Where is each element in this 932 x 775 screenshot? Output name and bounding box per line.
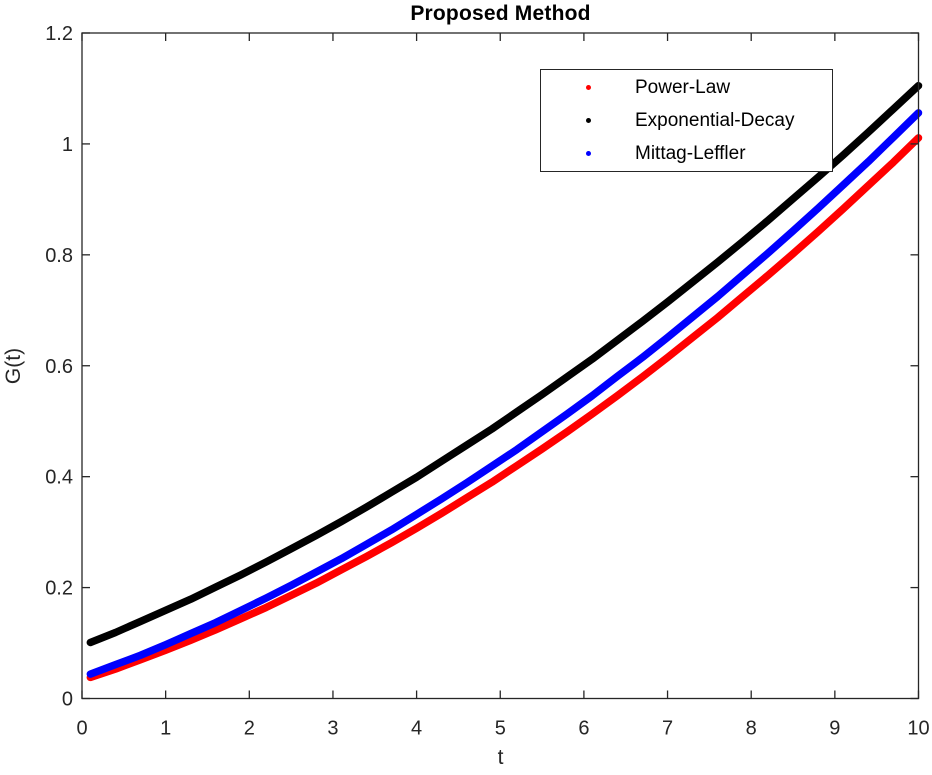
curve-power-law — [86, 134, 923, 682]
curve-mittag-leffler — [86, 109, 923, 678]
x-tick-label: 1 — [160, 718, 171, 740]
x-tick-label: 10 — [907, 718, 929, 740]
point-marker-icon — [585, 85, 591, 90]
x-tick-label: 6 — [578, 718, 589, 740]
point-marker-icon — [585, 151, 591, 156]
legend-marker — [541, 151, 635, 156]
y-tick-label: 0 — [62, 689, 73, 711]
y-tick-label: 1.2 — [45, 23, 73, 45]
y-tick-label: 0.6 — [45, 356, 73, 378]
x-tick-label: 7 — [662, 718, 673, 740]
x-tick-label: 5 — [495, 718, 506, 740]
legend-marker — [541, 85, 635, 90]
legend: Power-Law Exponential-Decay Mittag-Leffl… — [540, 69, 833, 172]
legend-label: Mittag-Leffler — [635, 143, 746, 164]
y-tick-label: 0.2 — [45, 578, 73, 600]
legend-item-power-law: Power-Law — [541, 71, 832, 104]
x-axis-label: t — [497, 746, 504, 769]
legend-label: Power-Law — [635, 77, 731, 98]
legend-item-exponential-decay: Exponential-Decay — [541, 104, 832, 137]
point-marker-icon — [585, 118, 591, 123]
x-tick-label: 2 — [244, 718, 255, 740]
x-tick-label: 4 — [411, 718, 422, 740]
y-axis-label: G(t) — [2, 347, 25, 385]
x-tick-label: 0 — [76, 718, 87, 740]
x-tick-label: 9 — [829, 718, 840, 740]
y-tick-label: 1 — [62, 134, 73, 156]
legend-item-mittag-leffler: Mittag-Leffler — [541, 137, 832, 170]
chart-title: Proposed Method — [410, 2, 591, 25]
curve-exponential-decay — [86, 81, 923, 647]
y-tick-label: 0.8 — [45, 245, 73, 267]
x-tick-label: 8 — [746, 718, 757, 740]
legend-label: Exponential-Decay — [635, 110, 795, 131]
legend-marker — [541, 118, 635, 123]
x-tick-label: 3 — [327, 718, 338, 740]
y-tick-label: 0.4 — [45, 467, 73, 489]
